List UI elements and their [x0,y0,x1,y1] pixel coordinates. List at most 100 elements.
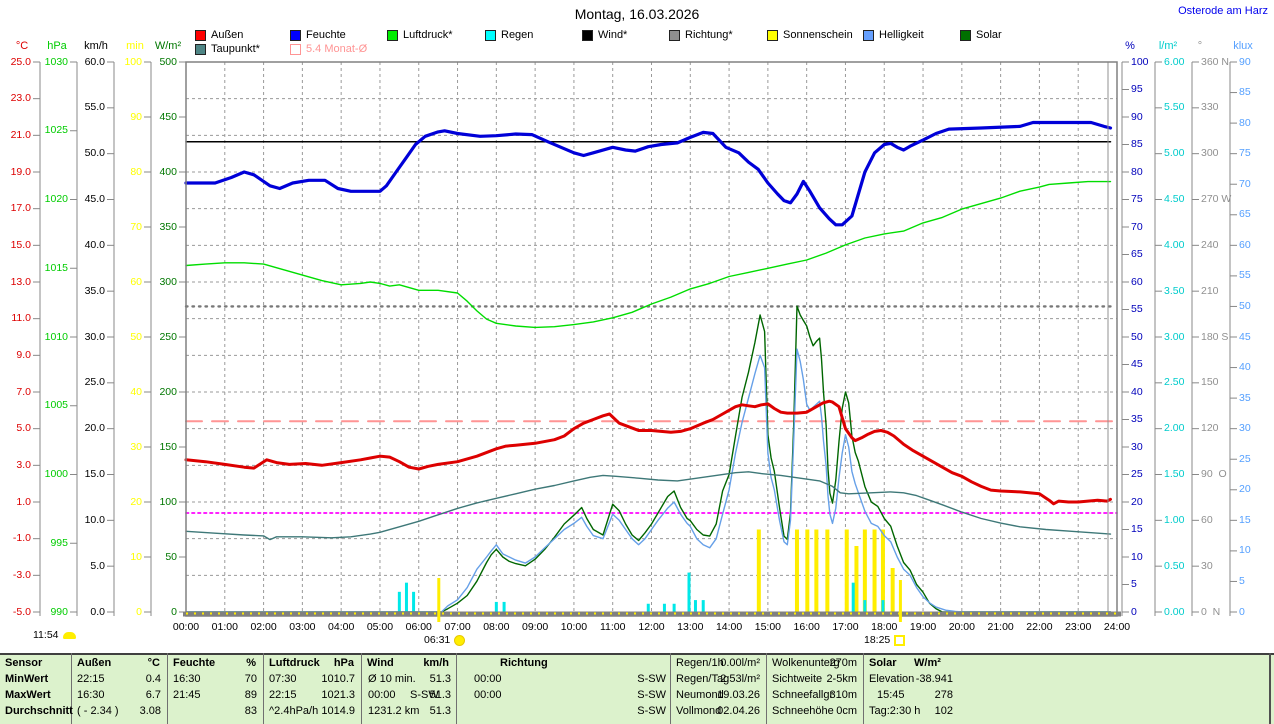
table-cell: ( - 2.34 ) [77,705,119,717]
table-cell: S-SW [637,689,666,701]
axis-tick-label-hpa: 1025 [44,124,68,137]
axis-header-wind: km/h [84,40,108,52]
x-tick-label-2300: 23:00 [1065,621,1092,633]
axis-tick-label-min: 90 [130,110,142,123]
legend-item-luftdruck-[interactable]: Luftdruck* [387,29,453,41]
legend-item-feuchte[interactable]: Feuchte [290,29,346,41]
legend-swatch-icon [195,43,206,55]
x-tick-label-0900: 09:00 [521,621,549,633]
sunset-note: 18:25 [864,634,906,646]
legend-item-regen[interactable]: Regen [485,29,533,41]
location-label[interactable]: Osterode am Harz [1178,5,1268,17]
axis-tick-label-min: 30 [130,440,142,453]
table-col-unit-aussen: °C [147,657,160,669]
table-cell: 19.03.26 [717,689,760,701]
legend-item-label: Helligkeit [879,29,924,41]
legend-item-helligkeit[interactable]: Helligkeit [863,29,924,41]
axis-tick-label-deg: 270 W [1201,193,1232,205]
legend-swatch-icon [669,29,680,41]
table-cell: 2-5km [826,673,857,685]
axis-tick-label-hpa: 1030 [44,55,68,68]
table-cell: 310m [829,689,857,701]
axis-tick-label-min: 20 [130,495,142,508]
series-taupunkt [185,471,1112,541]
axis-tick-label-temp: 11.0 [11,312,31,325]
axis-tick-label-klux: 30 [1239,422,1251,435]
table-separator [71,653,72,724]
moonset-time: 11:54 [33,629,59,641]
legend-item-sonnenschein[interactable]: Sonnenschein [767,29,853,41]
table-cell: 0cm [836,705,857,717]
axis-tick-label-lm2: 3.00 [1164,330,1185,343]
axis-tick-label-temp: 25.0 [10,55,31,68]
table-col-header-richtung: Richtung [500,657,548,669]
axis-tick-label-deg: 330 [1201,101,1219,114]
axis-tick-label-wind: 20.0 [84,422,105,435]
axis-tick-label-wm2: 0 [171,605,177,618]
legend-item-au-en[interactable]: Außen [195,29,243,41]
axis-tick-label-hum: 70 [1131,220,1143,233]
table-row-header: MaxWert [5,689,51,701]
axis-tick-label-klux: 90 [1239,55,1251,68]
table-cell: 51.3 [429,673,451,685]
axis-tick-label-wm2: 350 [159,220,177,233]
x-tick-label-0700: 07:00 [444,621,471,633]
axis-tick-label-lm2: 1.00 [1164,513,1185,526]
table-col-unit-solar: W/m² [914,657,941,669]
axis-tick-label-hum: 65 [1131,248,1143,260]
axis-tick-label-hum: 35 [1131,413,1143,425]
axis-tick-label-temp: 9.0 [16,348,31,361]
axis-tick-label-hum: 10 [1131,550,1143,563]
axis-tick-label-hpa: 1020 [44,193,68,205]
axis-tick-label-min: 40 [130,385,142,398]
axis-tick-label-lm2: 4.00 [1164,238,1185,251]
axis-tick-label-hum: 85 [1131,138,1143,150]
axis-tick-label-deg: 240 [1201,238,1219,251]
table-cell: Wolkenunterg [772,657,840,669]
table-col-unit-feuchte: % [246,657,256,669]
series-helligkeit [185,348,1112,613]
axis-tick-label-temp: 1.0 [16,495,31,508]
legend-swatch-icon [960,29,971,41]
axis-tick-label-hum: 50 [1131,330,1143,343]
axis-tick-label-wm2: 50 [165,550,177,563]
axis-tick-label-min: 80 [130,165,142,178]
axis-tick-label-hum: 30 [1131,440,1143,453]
table-cell: S-SW [410,689,439,701]
x-tick-label-0800: 08:00 [483,621,510,633]
axis-tick-label-deg: 210 [1201,284,1219,297]
x-tick-label-1400: 14:00 [715,621,743,633]
axis-tick-label-wind: 60.0 [84,55,105,68]
axis-tick-label-wind: 25.0 [84,376,105,389]
axis-tick-label-klux: 40 [1239,361,1251,374]
table-row-header: Durchschnitt [5,705,73,717]
table-cell: 22:15 [77,673,105,685]
axis-tick-label-lm2: 5.00 [1164,147,1185,160]
legend-item-richtung-[interactable]: Richtung* [669,29,733,41]
table-cell: 3.08 [139,705,161,717]
legend-item-taupunkt-[interactable]: Taupunkt* [195,43,260,55]
legend-item-solar[interactable]: Solar [960,29,1002,41]
axis-tick-label-hum: 95 [1131,83,1143,95]
axis-tick-label-hpa: 990 [50,605,68,618]
legend-item-label: Solar [976,29,1002,41]
table-cell: 6.7 [145,689,161,701]
axis-tick-label-temp: 23.0 [10,92,31,105]
axis-tick-label-temp: 21.0 [10,128,31,141]
x-tick-label-0600: 06:00 [405,621,432,633]
legend-item-label: Luftdruck* [403,29,453,41]
x-tick-label-2100: 21:00 [987,621,1014,633]
axis-tick-label-wind: 45.0 [84,193,105,205]
axis-tick-label-hum: 90 [1131,110,1143,123]
legend-item-5-4-monat-[interactable]: 5.4 Monat-Ø [290,43,367,55]
legend-item-wind-[interactable]: Wind* [582,29,627,41]
table-cell: Regen/1h [676,657,724,669]
axis-tick-label-temp: -1.0 [12,532,31,545]
axis-tick-label-hum: 15 [1131,523,1143,535]
axis-header-lm2: l/m² [1158,40,1178,52]
legend-item-label: Feuchte [306,29,346,41]
page-title: Montag, 16.03.2026 [574,6,700,22]
axis-tick-label-klux: 25 [1239,452,1251,465]
table-cell: Schneehöhe [772,705,834,717]
axis-header-min: min [126,40,144,52]
